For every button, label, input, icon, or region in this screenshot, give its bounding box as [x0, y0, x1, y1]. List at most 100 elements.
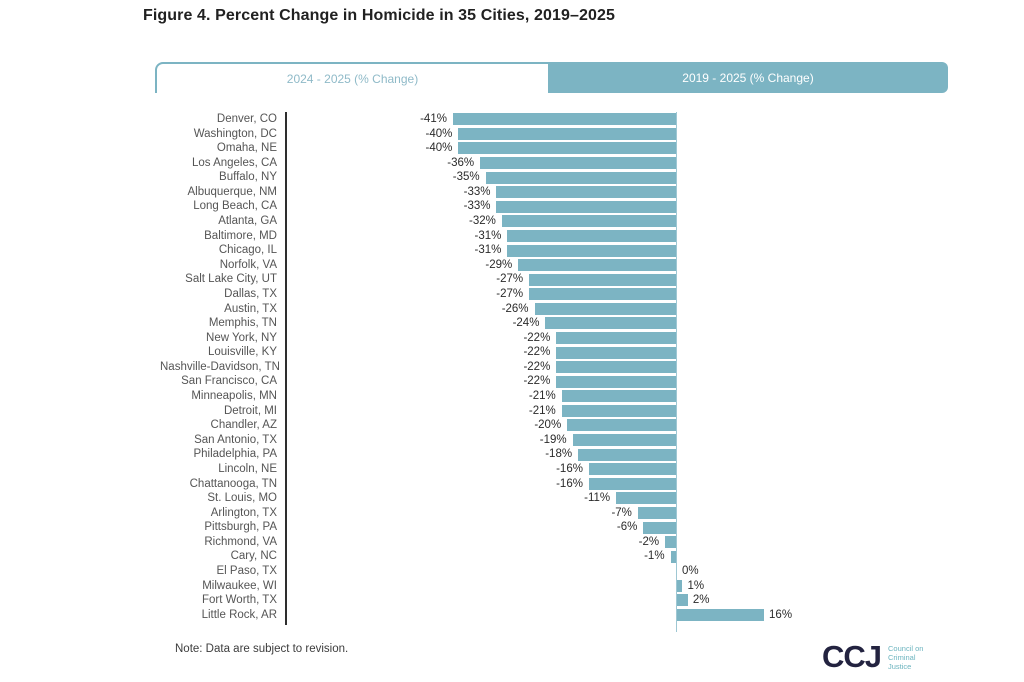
chart-row: Detroit, MI -21%	[160, 404, 1010, 419]
value-label: -27%	[496, 287, 524, 300]
ccj-logo-mark: CCJ	[822, 639, 882, 674]
bar	[507, 244, 676, 257]
value-label: 1%	[687, 579, 705, 592]
value-label: -31%	[474, 244, 502, 257]
value-label: -32%	[469, 215, 496, 228]
chart-row: Nashville-Davidson, TN -22%	[160, 360, 1010, 375]
chart-row: Memphis, TN -24%	[160, 316, 1010, 331]
city-label: Arlington, TX	[210, 506, 277, 519]
bar	[572, 434, 676, 447]
bar	[670, 550, 676, 563]
bar	[529, 288, 676, 301]
bar	[561, 390, 676, 403]
chart-row: Salt Lake City, UT -27%	[160, 272, 1010, 287]
value-label: -35%	[452, 171, 480, 184]
chart-row: Buffalo, NY -35%	[160, 170, 1010, 185]
category-axis-line	[285, 112, 287, 625]
city-label: Minneapolis, MN	[191, 390, 277, 403]
value-label: 0%	[682, 564, 699, 577]
value-label: -41%	[420, 113, 447, 125]
value-label: -24%	[512, 317, 540, 330]
bar	[665, 536, 676, 549]
page-title: Figure 4. Percent Change in Homicide in …	[143, 7, 615, 24]
bar	[567, 419, 676, 432]
chart-row: Chicago, IL -31%	[160, 243, 1010, 258]
bar	[677, 609, 765, 622]
city-label: Chicago, IL	[218, 244, 277, 257]
bar	[529, 273, 676, 286]
value-label: -29%	[485, 258, 513, 271]
bar	[561, 404, 676, 417]
bar	[556, 361, 676, 374]
value-label: -16%	[556, 477, 583, 490]
chart-row: Washington, DC -40%	[160, 127, 1010, 142]
bar	[556, 346, 676, 359]
value-label: -22%	[523, 331, 551, 344]
chart-row: San Antonio, TX -19%	[160, 433, 1010, 448]
tab-2024-2025-change[interactable]: 2024 - 2025 (% Change)	[155, 62, 548, 93]
bar	[534, 302, 676, 315]
value-label: -11%	[584, 492, 611, 505]
value-label: -26%	[501, 302, 529, 315]
value-label: -19%	[539, 433, 567, 446]
bar	[458, 142, 676, 155]
city-label: San Francisco, CA	[181, 375, 277, 388]
city-label: Buffalo, NY	[219, 171, 277, 184]
value-label: -1%	[644, 550, 665, 563]
city-label: Omaha, NE	[216, 142, 277, 155]
chart-row: St. Louis, MO -11%	[160, 491, 1010, 506]
bar	[507, 229, 676, 242]
value-label: 16%	[769, 608, 793, 621]
value-label: -33%	[463, 185, 491, 198]
zero-axis-line	[676, 112, 677, 632]
chart-row: New York, NY -22%	[160, 331, 1010, 346]
bar	[677, 594, 688, 607]
city-label: El Paso, TX	[216, 564, 277, 577]
value-label: -22%	[523, 346, 551, 359]
city-label: New York, NY	[206, 331, 277, 344]
value-label: -18%	[545, 448, 573, 461]
chart-row: Louisville, KY -22%	[160, 345, 1010, 360]
city-label: Los Angeles, CA	[191, 156, 277, 169]
chart-row: Austin, TX -26%	[160, 302, 1010, 317]
city-label: Pittsburgh, PA	[204, 521, 277, 534]
city-label: Norfolk, VA	[219, 258, 277, 271]
bar	[458, 127, 676, 140]
chart-row: Fort Worth, TX 2%	[160, 593, 1010, 608]
chart-row: Norfolk, VA -29%	[160, 258, 1010, 273]
city-label: St. Louis, MO	[207, 492, 277, 505]
value-label: -21%	[528, 390, 556, 403]
city-label: Louisville, KY	[207, 346, 277, 359]
bar	[588, 463, 676, 476]
city-label: Fort Worth, TX	[202, 594, 277, 607]
chart-row: Arlington, TX -7%	[160, 506, 1010, 521]
value-label: -21%	[528, 404, 556, 417]
bar	[518, 259, 676, 272]
bar-chart: Denver, CO -41% Washington, DC -40% Omaha, N…	[160, 112, 1010, 632]
chart-row: Pittsburgh, PA -6%	[160, 520, 1010, 535]
city-label: Nashville-Davidson, TN	[160, 360, 280, 373]
chart-row: Baltimore, MD -31%	[160, 229, 1010, 244]
chart-row: Philadelphia, PA -18%	[160, 447, 1010, 462]
city-label: Baltimore, MD	[204, 229, 277, 242]
city-label: Washington, DC	[193, 127, 277, 140]
value-label: -16%	[556, 462, 583, 475]
city-label: Austin, TX	[224, 302, 277, 315]
bar	[480, 157, 676, 170]
tab-bar: 2024 - 2025 (% Change) 2019 - 2025 (% Ch…	[155, 62, 948, 93]
city-label: Chattanooga, TN	[189, 477, 277, 490]
value-label: -40%	[425, 127, 453, 140]
tab-2019-2025-change[interactable]: 2019 - 2025 (% Change)	[548, 62, 948, 93]
city-label: Lincoln, NE	[218, 462, 277, 475]
bar	[616, 492, 676, 505]
chart-row: Long Beach, CA -33%	[160, 199, 1010, 214]
city-label: Philadelphia, PA	[193, 448, 277, 461]
chart-row: Richmond, VA -2%	[160, 535, 1010, 550]
chart-row: Los Angeles, CA -36%	[160, 156, 1010, 171]
chart-row: Atlanta, GA -32%	[160, 214, 1010, 229]
city-label: Albuquerque, NM	[187, 185, 278, 198]
bar	[485, 171, 676, 184]
bar	[556, 375, 676, 388]
chart-row: Little Rock, AR 16%	[160, 608, 1010, 623]
bar	[578, 448, 676, 461]
